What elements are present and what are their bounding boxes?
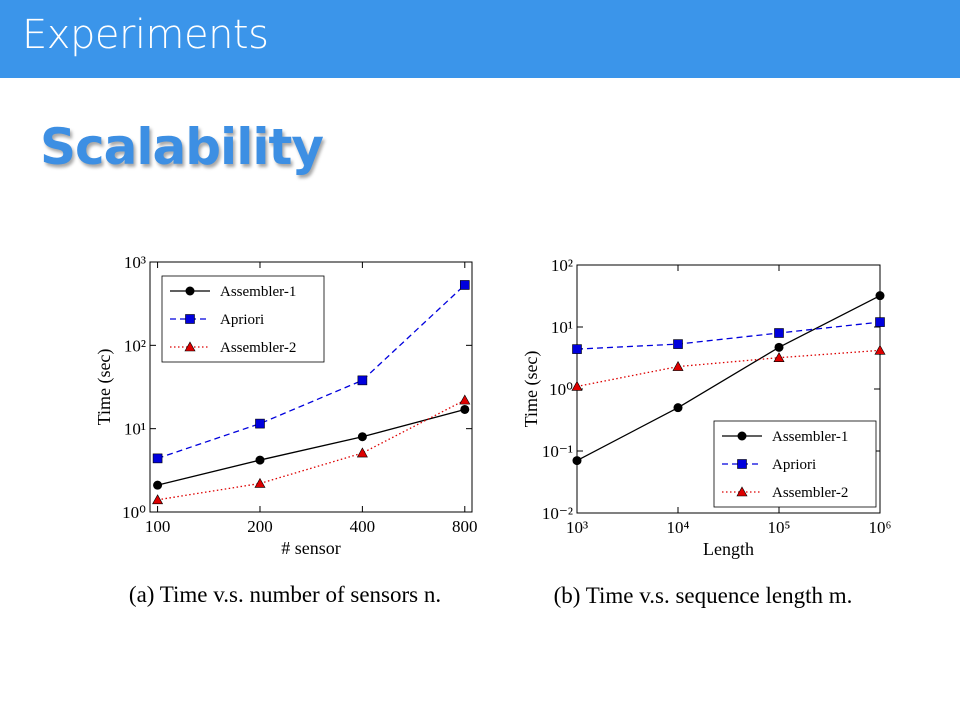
legend-label: Apriori (220, 312, 264, 328)
series-line (157, 284, 466, 459)
y-tick-label: 10¹ (551, 318, 573, 337)
legend-marker (737, 431, 747, 441)
legend-marker (184, 341, 196, 352)
y-tick-label: 10² (124, 336, 146, 355)
marker (254, 477, 266, 488)
legend-label: Assembler-2 (772, 485, 848, 501)
marker (459, 280, 470, 290)
x-tick-label: 10⁵ (768, 518, 791, 537)
marker (572, 456, 582, 466)
marker (875, 317, 885, 327)
legend-label: Assembler-1 (772, 429, 848, 445)
marker (357, 432, 367, 442)
marker (773, 352, 785, 362)
y-tick-label: 10⁻¹ (542, 442, 573, 461)
marker (673, 403, 683, 413)
marker (152, 494, 164, 505)
marker (571, 380, 583, 391)
x-axis-label: Length (703, 539, 754, 559)
marker (572, 344, 582, 354)
marker (152, 453, 163, 464)
series-line (157, 408, 465, 486)
series-line (157, 399, 466, 501)
legend-label: Assembler-2 (220, 340, 296, 356)
marker (774, 342, 784, 352)
series-line (576, 295, 881, 462)
y-axis-label: Time (sec) (521, 351, 542, 428)
y-tick-label: 10² (551, 256, 573, 275)
legend-marker (737, 459, 747, 469)
x-tick-label: 10⁴ (667, 518, 690, 537)
legend-marker (736, 486, 748, 497)
x-tick-label: 800 (452, 517, 478, 536)
y-tick-label: 10⁰ (122, 503, 146, 522)
plot-frame (149, 261, 473, 513)
y-tick-label: 10¹ (124, 420, 146, 439)
legend-marker (185, 314, 195, 324)
y-axis-label: Time (sec) (94, 349, 115, 426)
marker (356, 447, 368, 458)
caption: (b) Time v.s. sequence length m. (554, 583, 853, 608)
marker (255, 455, 265, 465)
series-line (576, 349, 881, 388)
marker (774, 328, 784, 338)
marker (460, 404, 470, 414)
marker (459, 394, 471, 405)
marker (357, 375, 368, 386)
header-bar: Experiments (0, 0, 960, 78)
x-tick-label: 400 (350, 517, 376, 536)
legend-marker (185, 286, 195, 296)
y-tick-label: 10⁰ (549, 380, 573, 399)
x-tick-label: 200 (247, 517, 273, 536)
legend-label: Assembler-1 (220, 284, 296, 300)
y-tick-label: 10³ (124, 253, 146, 272)
marker (673, 339, 683, 349)
y-tick-label: 10⁻² (542, 504, 573, 523)
x-axis-label: # sensor (281, 538, 341, 558)
x-tick-label: 100 (145, 517, 171, 536)
marker (672, 360, 684, 371)
marker (874, 344, 886, 355)
header-title: Experiments (22, 12, 269, 58)
x-tick-label: 10⁶ (869, 518, 892, 537)
legend-label: Apriori (772, 457, 816, 473)
marker (153, 480, 163, 490)
marker (255, 418, 265, 429)
x-tick-label: 10³ (566, 518, 588, 537)
caption: (a) Time v.s. number of sensors n. (129, 582, 441, 607)
marker (875, 291, 885, 301)
heading: Scalability (40, 118, 324, 176)
series-line (576, 321, 881, 350)
